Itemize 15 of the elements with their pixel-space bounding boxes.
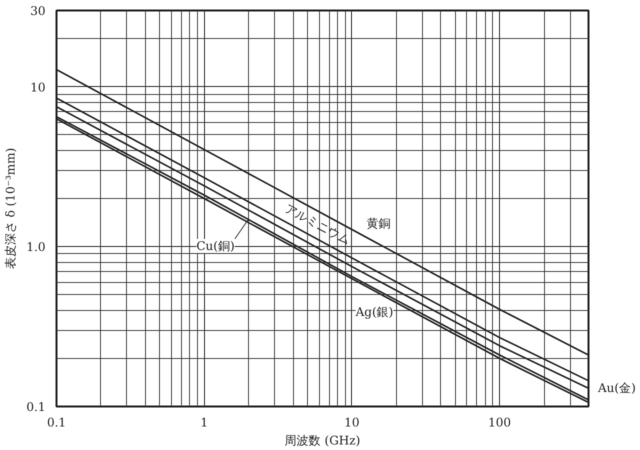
x-tick-label: 1 bbox=[200, 416, 208, 430]
x-tick-label: 100 bbox=[488, 416, 512, 430]
series-label: Au(金) bbox=[598, 380, 636, 397]
series-label: Ag(銀) bbox=[354, 305, 394, 320]
text: アルミニウム bbox=[282, 201, 353, 248]
x-tick-label: 0.1 bbox=[46, 416, 66, 430]
x-axis-title: 周波数 (GHz) bbox=[284, 434, 360, 448]
y-tick-label: 0.1 bbox=[26, 400, 46, 414]
series-label: 黄銅 bbox=[366, 216, 391, 230]
y-axis-title: 表皮深さ δ (10⁻³mm) bbox=[3, 148, 18, 270]
y-tick-label: 10 bbox=[30, 80, 46, 94]
legend-label: Cu(銅) bbox=[196, 238, 235, 253]
y-tick-label: 30 bbox=[30, 4, 46, 18]
y-tick-label: 1.0 bbox=[26, 240, 46, 254]
x-tick-label: 10 bbox=[344, 416, 360, 430]
